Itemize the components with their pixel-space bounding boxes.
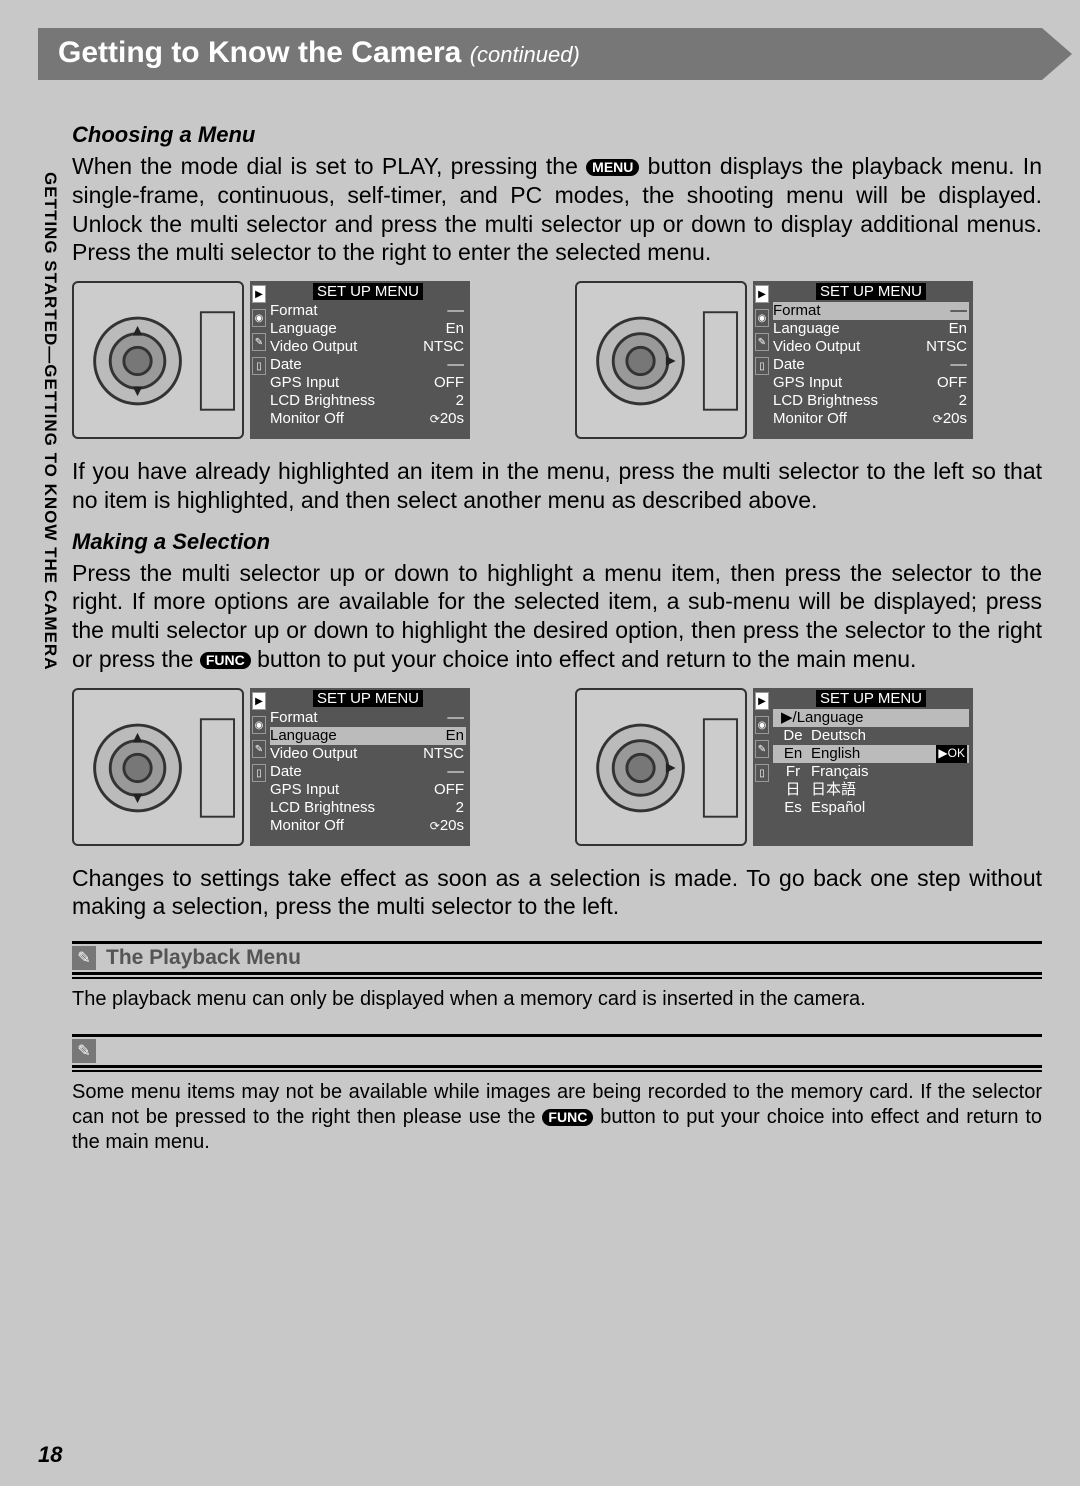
camera-tab-icon: ◉	[252, 309, 266, 327]
lang-option: 日日本語	[773, 781, 969, 799]
section2-paragraph1: Press the multi selector up or down to h…	[72, 559, 1042, 674]
note1-text: The playback menu can only be displayed …	[72, 987, 1042, 1012]
figure-pair-1a: ▶ ◉ ✎ ▯ SET UP MENU Format–– LanguageEn …	[72, 281, 539, 439]
menu-row: GPS InputOFF	[773, 374, 969, 392]
menu-row: Date––	[773, 356, 969, 374]
lang-option: FrFrançais	[773, 763, 969, 781]
menu-row: GPS InputOFF	[270, 374, 466, 392]
menu-row: Video OutputNTSC	[270, 745, 466, 763]
camera-diagram	[72, 281, 244, 439]
header-title: Getting to Know the Camera	[58, 36, 461, 69]
camera-diagram	[72, 688, 244, 846]
menu-tab-icons: ▶ ◉ ✎ ▯	[252, 692, 266, 782]
card-tab-icon: ▯	[252, 764, 266, 782]
note-playback-menu: ✎ The Playback Menu The playback menu ca…	[72, 941, 1042, 1012]
section1-heading: Choosing a Menu	[72, 122, 1042, 148]
side-tab: GETTING STARTED—GETTING TO KNOW THE CAME…	[38, 172, 60, 670]
menu-pill-icon: MENU	[586, 159, 639, 176]
play-tab-icon: ▶	[755, 692, 769, 710]
section2-heading: Making a Selection	[72, 529, 1042, 555]
figure-row-2: ▶ ◉ ✎ ▯ SET UP MENU Format–– LanguageEn …	[72, 688, 1042, 846]
card-tab-icon: ▯	[252, 357, 266, 375]
menu-row: Monitor Off20s	[270, 410, 466, 428]
section2-p1b: button to put your choice into effect an…	[251, 646, 917, 672]
menu-row-highlighted: LanguageEn	[270, 727, 466, 745]
page-header: Getting to Know the Camera (continued)	[38, 28, 1042, 80]
pencil-tab-icon: ✎	[755, 740, 769, 758]
figure-pair-1b: ▶ ◉ ✎ ▯ SET UP MENU Format–– LanguageEn …	[575, 281, 1042, 439]
setup-menu-screen: ▶ ◉ ✎ ▯ SET UP MENU Format–– LanguageEn …	[753, 281, 973, 439]
play-tab-icon: ▶	[755, 285, 769, 303]
menu-row: Date––	[270, 356, 466, 374]
note2-text: Some menu items may not be available whi…	[72, 1080, 1042, 1155]
menu-title: SET UP MENU	[313, 690, 423, 707]
section1-paragraph1: When the mode dial is set to PLAY, press…	[72, 152, 1042, 267]
menu-row: GPS InputOFF	[270, 781, 466, 799]
menu-row: LanguageEn	[270, 320, 466, 338]
section1-p1a: When the mode dial is set to PLAY, press…	[72, 153, 586, 179]
lang-option: EsEspañol	[773, 799, 969, 817]
header-continued: (continued)	[470, 42, 580, 67]
camera-tab-icon: ◉	[252, 716, 266, 734]
play-tab-icon: ▶	[252, 692, 266, 710]
section2-paragraph2: Changes to settings take effect as soon …	[72, 864, 1042, 922]
camera-diagram	[575, 688, 747, 846]
menu-title: SET UP MENU	[816, 690, 926, 707]
section1-paragraph2: If you have already highlighted an item …	[72, 457, 1042, 515]
pencil-note-icon: ✎	[72, 946, 96, 970]
menu-tab-icons: ▶ ◉ ✎ ▯	[252, 285, 266, 375]
menu-row: LCD Brightness2	[270, 392, 466, 410]
ok-badge: ▶OK	[936, 745, 967, 763]
menu-title: SET UP MENU	[816, 283, 926, 300]
menu-row: Format––	[270, 302, 466, 320]
menu-title: SET UP MENU	[313, 283, 423, 300]
camera-tab-icon: ◉	[755, 309, 769, 327]
menu-row: Format––	[270, 709, 466, 727]
page-number: 18	[38, 1442, 62, 1468]
menu-row: Monitor Off20s	[270, 817, 466, 835]
note1-title: The Playback Menu	[106, 946, 301, 970]
camera-diagram	[575, 281, 747, 439]
setup-menu-screen: ▶ ◉ ✎ ▯ SET UP MENU Format–– LanguageEn …	[250, 281, 470, 439]
note-generic: ✎ Some menu items may not be available w…	[72, 1034, 1042, 1155]
menu-row: Video OutputNTSC	[270, 338, 466, 356]
menu-tab-icons: ▶ ◉ ✎ ▯	[755, 285, 769, 375]
pencil-tab-icon: ✎	[252, 740, 266, 758]
menu-row: Video OutputNTSC	[773, 338, 969, 356]
card-tab-icon: ▯	[755, 764, 769, 782]
menu-row: LanguageEn	[773, 320, 969, 338]
play-tab-icon: ▶	[252, 285, 266, 303]
menu-row-highlighted: Format––	[773, 302, 969, 320]
setup-menu-screen: ▶ ◉ ✎ ▯ SET UP MENU Format–– LanguageEn …	[250, 688, 470, 846]
func-pill-icon: FUNC	[542, 1109, 593, 1126]
func-pill-icon: FUNC	[200, 652, 251, 669]
menu-tab-icons: ▶ ◉ ✎ ▯	[755, 692, 769, 782]
lang-option: DeDeutsch	[773, 727, 969, 745]
submenu-heading: ▶/Language	[773, 709, 969, 727]
menu-row: LCD Brightness2	[270, 799, 466, 817]
language-submenu-screen: ▶ ◉ ✎ ▯ SET UP MENU ▶/Language DeDeutsch…	[753, 688, 973, 846]
pencil-note-icon: ✎	[72, 1039, 96, 1063]
page-content: Choosing a Menu When the mode dial is se…	[72, 122, 1042, 1155]
figure-row-1: ▶ ◉ ✎ ▯ SET UP MENU Format–– LanguageEn …	[72, 281, 1042, 439]
menu-row: LCD Brightness2	[773, 392, 969, 410]
figure-pair-2a: ▶ ◉ ✎ ▯ SET UP MENU Format–– LanguageEn …	[72, 688, 539, 846]
figure-pair-2b: ▶ ◉ ✎ ▯ SET UP MENU ▶/Language DeDeutsch…	[575, 688, 1042, 846]
lang-option-highlighted: EnEnglish▶OK	[773, 745, 969, 763]
pencil-tab-icon: ✎	[755, 333, 769, 351]
menu-row: Monitor Off20s	[773, 410, 969, 428]
pencil-tab-icon: ✎	[252, 333, 266, 351]
menu-row: Date––	[270, 763, 466, 781]
camera-tab-icon: ◉	[755, 716, 769, 734]
card-tab-icon: ▯	[755, 357, 769, 375]
